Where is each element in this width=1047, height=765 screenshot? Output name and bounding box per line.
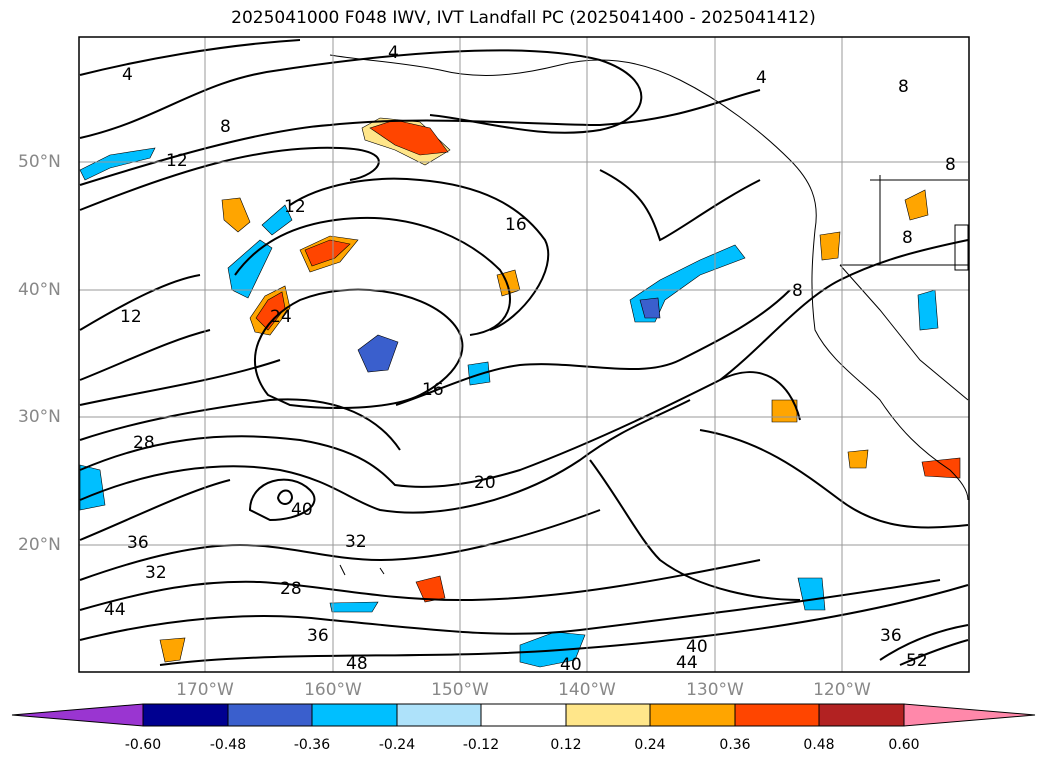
patch-blue-3 — [357, 334, 399, 373]
colorbar-cell — [818, 703, 905, 727]
contour-label: 12 — [284, 197, 306, 217]
contour-label: 44 — [104, 600, 126, 620]
contour-label: 40 — [686, 637, 708, 657]
contour-label: 4 — [122, 65, 133, 85]
contour-label: 40 — [291, 500, 313, 520]
patch-blue-nw — [79, 147, 156, 181]
contour-label: 8 — [945, 155, 956, 175]
patch-blue-1 — [227, 239, 273, 299]
colorbar-cell — [396, 703, 482, 727]
colorbar-tick-label: 0.60 — [888, 737, 920, 753]
contour-label: 8 — [898, 77, 909, 97]
colorbar-tick-label: -0.12 — [462, 737, 500, 753]
patch-blue-2 — [261, 204, 293, 236]
coastlines — [329, 54, 969, 576]
contour-label: 32 — [145, 563, 167, 583]
lon-label: 120°W — [813, 680, 871, 700]
patch-blue-11 — [329, 601, 379, 613]
map-area — [79, 37, 969, 672]
colorbar-cell — [565, 703, 651, 727]
map-frame — [78, 36, 970, 673]
contour-label: 48 — [346, 654, 368, 674]
shading-patches — [79, 117, 961, 668]
lat-label: 50°N — [18, 152, 61, 172]
colorbar-cell — [11, 703, 144, 727]
lon-label: 170°W — [176, 680, 234, 700]
colorbar-tick-label: 0.24 — [634, 737, 666, 753]
patch-orange-1 — [221, 197, 251, 233]
lon-label: 160°W — [304, 680, 362, 700]
colorbar-cell — [649, 703, 736, 727]
contour-label: 52 — [906, 651, 928, 671]
contour-value-labels: 4 8 12 12 12 16 16 20 24 28 28 32 32 36 … — [104, 43, 956, 675]
patch-blue-9 — [917, 289, 939, 331]
contour-label: 36 — [880, 626, 902, 646]
colorbar-cell — [480, 703, 567, 727]
lon-label: 130°W — [686, 680, 744, 700]
map-title: 2025041000 F048 IWV, IVT Landfall PC (20… — [231, 8, 816, 28]
colorbar-tick-label: -0.48 — [209, 737, 247, 753]
contour-label: 4 — [388, 43, 399, 63]
contour-label: 16 — [422, 380, 444, 400]
colorbar-tick-label: 0.48 — [803, 737, 835, 753]
colorbar-cell — [142, 703, 229, 727]
contour-lines — [79, 39, 969, 666]
patch-blue-7 — [797, 577, 826, 611]
contour-label: 40 — [560, 655, 582, 675]
colorbar-cell — [903, 703, 1036, 727]
patch-blue-5 — [639, 297, 661, 319]
patch-orange-7 — [904, 189, 929, 221]
lon-label: 140°W — [558, 680, 616, 700]
colorbar-cell — [734, 703, 820, 727]
lat-label: 30°N — [18, 407, 61, 427]
colorbar-tick-label: -0.60 — [124, 737, 162, 753]
contour-label: 8 — [792, 281, 803, 301]
contour-label: 24 — [270, 307, 292, 327]
colorbar-tick-label: -0.24 — [378, 737, 416, 753]
contour-label: 8 — [220, 117, 231, 137]
contour-label: 32 — [345, 532, 367, 552]
contour-label: 12 — [120, 307, 142, 327]
colorbar — [11, 703, 1036, 727]
patch-orange-6 — [159, 637, 186, 663]
contour-label: 36 — [127, 533, 149, 553]
patch-orange-8 — [819, 231, 841, 261]
contour-label: 12 — [166, 151, 188, 171]
patch-orange-9 — [847, 449, 869, 469]
contour-label: 44 — [676, 653, 698, 673]
patch-red-4 — [415, 575, 446, 603]
colorbar-cell — [227, 703, 313, 727]
colorbar-tick-label: 0.12 — [550, 737, 582, 753]
colorbar-tick-label: -0.36 — [293, 737, 331, 753]
colorbar-tick-label: 0.36 — [719, 737, 751, 753]
gridlines — [79, 37, 969, 672]
lat-label: 20°N — [18, 535, 61, 555]
lat-label: 40°N — [18, 280, 61, 300]
patch-blue-8 — [79, 464, 106, 511]
contour-label: 8 — [902, 228, 913, 248]
patch-red-5 — [921, 457, 961, 479]
contour-label: 36 — [307, 626, 329, 646]
lon-label: 150°W — [431, 680, 489, 700]
patch-red-2 — [304, 239, 351, 267]
contour-label: 16 — [505, 215, 527, 235]
contour-label: 28 — [280, 579, 302, 599]
contour-label: 20 — [474, 473, 496, 493]
contour-label: 28 — [133, 433, 155, 453]
colorbar-cell — [311, 703, 398, 727]
contour-label: 4 — [756, 68, 767, 88]
